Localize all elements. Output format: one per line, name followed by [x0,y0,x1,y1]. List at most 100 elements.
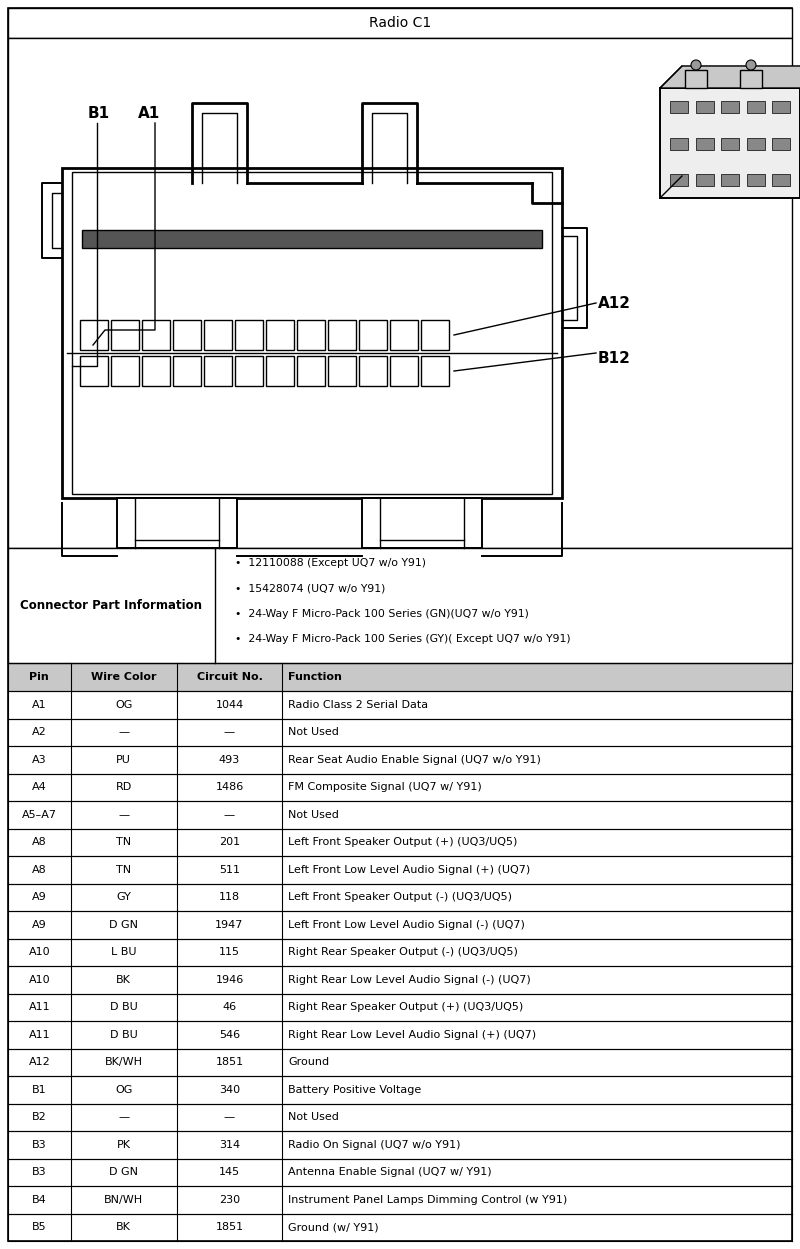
Text: 493: 493 [219,754,240,764]
Text: Function: Function [288,672,342,682]
Bar [359,356,387,386]
Text: Right Rear Speaker Output (+) (UQ3/UQ5): Right Rear Speaker Output (+) (UQ3/UQ5) [288,1002,524,1012]
Bar [695,137,714,150]
Text: TN: TN [116,864,131,874]
Text: BK: BK [116,974,131,984]
Text: •  12110088 (Except UQ7 w/o Y91): • 12110088 (Except UQ7 w/o Y91) [235,558,426,568]
Text: Right Rear Low Level Audio Signal (+) (UQ7): Right Rear Low Level Audio Signal (+) (U… [288,1029,537,1039]
Text: Pin: Pin [30,672,50,682]
Text: TN: TN [116,837,131,847]
Text: L BU: L BU [111,947,136,957]
Text: 1486: 1486 [215,782,244,792]
Text: 201: 201 [219,837,240,847]
Text: A8: A8 [32,837,46,847]
Bar [111,356,139,386]
Text: 118: 118 [219,892,240,902]
Text: 115: 115 [219,947,240,957]
Text: A11: A11 [29,1029,50,1039]
Text: Radio On Signal (UQ7 w/o Y91): Radio On Signal (UQ7 w/o Y91) [288,1140,461,1150]
Text: B1: B1 [32,1084,46,1095]
Text: B3: B3 [32,1140,46,1150]
Bar [297,320,325,350]
Text: A5–A7: A5–A7 [22,809,57,819]
Text: A9: A9 [32,892,46,902]
Text: A8: A8 [32,864,46,874]
Text: 46: 46 [222,1002,237,1012]
Text: Right Rear Low Level Audio Signal (-) (UQ7): Right Rear Low Level Audio Signal (-) (U… [288,974,531,984]
Bar [695,101,714,112]
Text: GY: GY [116,892,131,902]
Bar [670,101,688,112]
Bar [670,137,688,150]
Text: OG: OG [115,699,132,709]
Text: 511: 511 [219,864,240,874]
Text: Right Rear Speaker Output (-) (UQ3/UQ5): Right Rear Speaker Output (-) (UQ3/UQ5) [288,947,518,957]
Text: •  24-Way F Micro-Pack 100 Series (GY)( Except UQ7 w/o Y91): • 24-Way F Micro-Pack 100 Series (GY)( E… [235,633,570,643]
Text: B1: B1 [88,106,110,121]
Text: Not Used: Not Used [288,727,339,737]
Bar [62,169,562,498]
Bar [142,356,170,386]
Bar [266,320,294,350]
Text: Circuit No.: Circuit No. [197,672,262,682]
Text: Left Front Speaker Output (-) (UQ3/UQ5): Left Front Speaker Output (-) (UQ3/UQ5) [288,892,512,902]
Text: 145: 145 [219,1168,240,1178]
Bar [173,320,201,350]
Bar [695,174,714,186]
Text: A1: A1 [138,106,160,121]
Text: 340: 340 [219,1084,240,1095]
Text: A2: A2 [32,727,46,737]
Text: A10: A10 [29,974,50,984]
Text: —: — [118,727,130,737]
Text: Not Used: Not Used [288,1113,339,1123]
Text: 1946: 1946 [215,974,244,984]
Polygon shape [660,66,800,87]
Text: FM Composite Signal (UQ7 w/ Y91): FM Composite Signal (UQ7 w/ Y91) [288,782,482,792]
Text: B2: B2 [32,1113,46,1123]
Bar [328,320,356,350]
Bar [772,137,790,150]
Bar [111,320,139,350]
Text: Left Front Speaker Output (+) (UQ3/UQ5): Left Front Speaker Output (+) (UQ3/UQ5) [288,837,518,847]
Bar [72,172,552,495]
Bar [204,356,232,386]
Text: Battery Positive Voltage: Battery Positive Voltage [288,1084,422,1095]
Text: PU: PU [116,754,131,764]
Text: PK: PK [117,1140,130,1150]
Bar [670,174,688,186]
Bar [173,356,201,386]
Bar [721,174,739,186]
Text: RD: RD [115,782,132,792]
Bar [8,663,792,691]
Bar [421,320,449,350]
Bar [8,548,792,663]
Bar [235,356,263,386]
Text: B4: B4 [32,1195,46,1205]
Text: A10: A10 [29,947,50,957]
Bar [362,498,482,548]
Bar [235,320,263,350]
Bar [82,230,542,249]
Text: Ground: Ground [288,1057,330,1067]
Bar [80,320,108,350]
Text: —: — [224,1113,235,1123]
Text: D GN: D GN [109,1168,138,1178]
Bar [721,101,739,112]
Text: —: — [118,1113,130,1123]
Bar [8,7,792,37]
Text: Wire Color: Wire Color [91,672,156,682]
Bar [80,356,108,386]
Text: BK/WH: BK/WH [105,1057,142,1067]
Bar [390,320,418,350]
Text: Radio C1: Radio C1 [369,16,431,30]
Text: D BU: D BU [110,1002,138,1012]
Text: 314: 314 [219,1140,240,1150]
Text: 1851: 1851 [215,1223,243,1233]
Text: 1044: 1044 [215,699,244,709]
Text: B12: B12 [598,351,631,366]
Bar [328,356,356,386]
Bar [204,320,232,350]
Text: —: — [118,809,130,819]
Bar [359,320,387,350]
Circle shape [746,60,756,70]
